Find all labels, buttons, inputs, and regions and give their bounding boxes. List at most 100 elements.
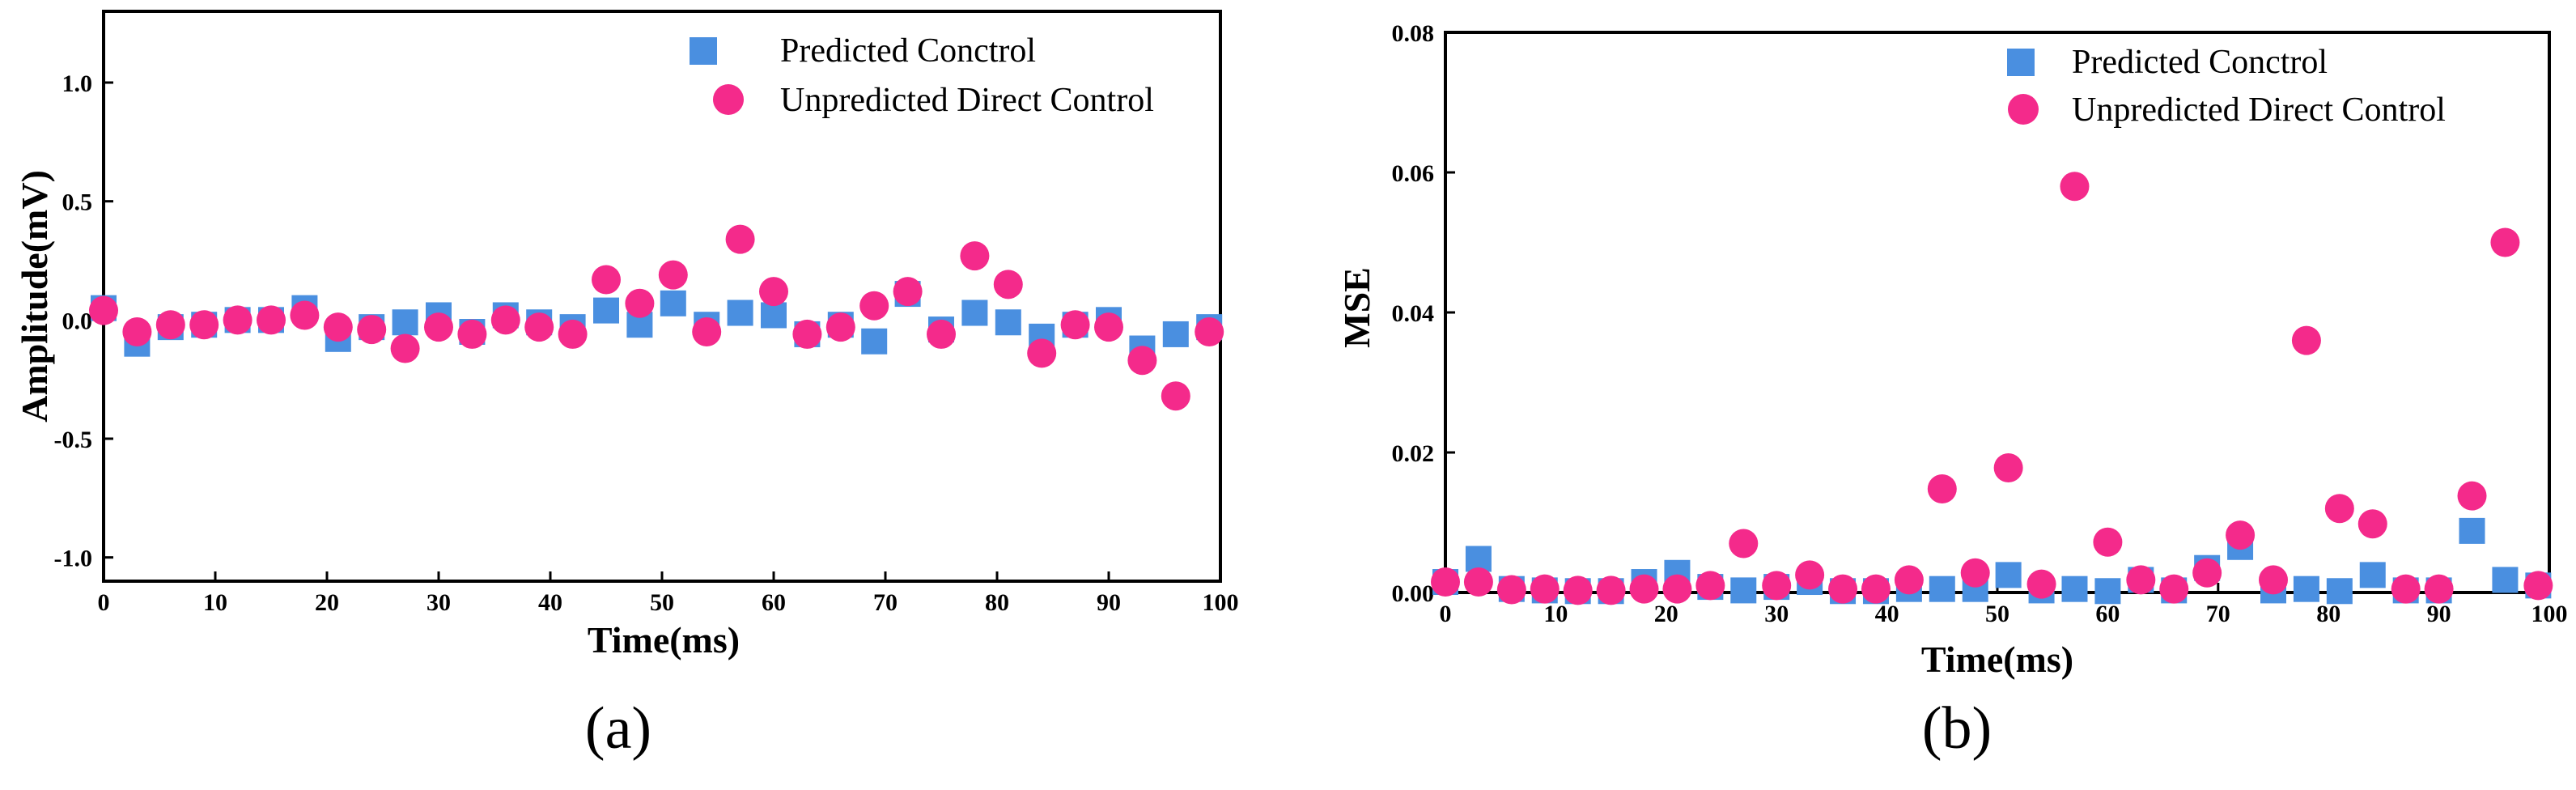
unpredicted-direct-control-point [122,317,152,346]
unpredicted-direct-control-point [1662,574,1692,604]
unpredicted-direct-control-point [927,319,956,349]
legend-marker-unpredicted-icon [2008,94,2039,125]
unpredicted-direct-control-point [490,305,520,335]
unpredicted-direct-control-point [2424,574,2454,604]
unpredicted-direct-control-point [2324,494,2354,524]
x-tick-label: 70 [873,589,898,616]
y-tick-label: 0.04 [1392,300,1435,327]
legend-label-unpredicted: Unpredicted Direct Control [2072,91,2446,129]
unpredicted-direct-control-point [357,315,387,345]
predicted-control-point [1730,577,1757,604]
unpredicted-direct-control-point [1762,571,1792,601]
panel-a-legend: Predicted Conctrol Unpredicted Direct Co… [690,32,1154,119]
legend-marker-unpredicted-icon [713,84,744,115]
unpredicted-direct-control-point [1894,565,1924,595]
predicted-control-point [1162,321,1189,347]
unpredicted-direct-control-point [792,319,822,349]
predicted-control-point [2326,578,2353,605]
predicted-control-point [2293,576,2319,602]
unpredicted-direct-control-point [89,295,118,325]
unpredicted-direct-control-point [1496,575,1526,605]
predicted-control-point [2094,578,2121,605]
unpredicted-direct-control-point [2391,574,2421,604]
x-tick-label: 50 [1985,601,2009,627]
x-tick-label: 0 [98,589,110,616]
unpredicted-direct-control-point [1431,567,1460,597]
x-tick-label: 90 [1097,589,1121,616]
x-tick-label: 20 [1654,601,1678,627]
panel-b-data-points [1431,172,2553,605]
unpredicted-direct-control-point [457,319,487,349]
x-tick-label: 30 [1764,601,1789,627]
unpredicted-direct-control-point [1828,574,1858,604]
unpredicted-direct-control-point [2457,481,2487,511]
predicted-control-point [995,309,1021,336]
x-tick-label: 60 [762,589,786,616]
legend-label-predicted: Predicted Conctrol [780,32,1036,70]
y-tick-label: -0.5 [54,427,93,453]
panel-a-y-axis-label: Amplitude(mV) [14,170,55,423]
x-tick-label: 50 [650,589,674,616]
x-tick-label: 40 [538,589,562,616]
predicted-control-point [1929,576,1955,602]
unpredicted-direct-control-point [1563,576,1593,605]
x-tick-label: 60 [2095,601,2120,627]
panel-a-chart: 0 10 20 30 40 50 60 70 80 90 100 1.0 0.5 0.0 -0.5 -1.0… [14,10,1239,660]
unpredicted-direct-control-point [2192,558,2222,588]
unpredicted-direct-control-point [1530,574,1560,604]
x-tick-label: 80 [985,589,1009,616]
unpredicted-direct-control-point [2093,527,2123,557]
predicted-control-point [660,290,686,316]
unpredicted-direct-control-point [558,319,588,349]
unpredicted-direct-control-point [1463,567,1493,597]
unpredicted-direct-control-point [625,288,655,318]
unpredicted-direct-control-point [1729,529,1759,559]
unpredicted-direct-control-point [2490,227,2520,257]
unpredicted-direct-control-point [2226,520,2256,550]
y-tick-label: 0.02 [1392,440,1435,467]
predicted-control-point [2459,517,2485,544]
x-tick-label: 10 [203,589,227,616]
panel-a-x-ticks: 0 10 20 30 40 50 60 70 80 90 100 [98,571,1239,616]
unpredicted-direct-control-point [1094,312,1123,342]
y-tick-label: -1.0 [54,546,93,572]
legend-marker-predicted-icon [690,37,717,65]
x-tick-label: 90 [2427,601,2451,627]
predicted-control-point [861,328,888,355]
predicted-control-point [1995,562,2022,588]
unpredicted-direct-control-point [1861,574,1891,604]
panel-a-x-axis-label: Time(ms) [588,619,740,660]
predicted-control-point [961,299,988,326]
panel-b-caption: (b) [1921,695,1992,762]
x-tick-label: 40 [1875,601,1899,627]
unpredicted-direct-control-point [223,305,253,335]
unpredicted-direct-control-point [1795,560,1825,590]
unpredicted-direct-control-point [2357,509,2387,539]
panel-b-y-ticks: 0.00 0.02 0.04 0.06 0.08 [1392,20,1455,607]
panel-b-chart: 0 10 20 30 40 50 60 70 80 90 100 0.000.020.040.060… [1336,20,2568,680]
unpredicted-direct-control-point [1993,453,2023,483]
unpredicted-direct-control-point [1060,310,1090,340]
predicted-control-point [2061,576,2088,602]
unpredicted-direct-control-point [1161,381,1190,411]
x-tick-label: 70 [2206,601,2230,627]
unpredicted-direct-control-point [257,305,286,335]
unpredicted-direct-control-point [960,241,990,271]
unpredicted-direct-control-point [725,224,755,254]
x-tick-label: 10 [1543,601,1568,627]
unpredicted-direct-control-point [1629,574,1659,604]
unpredicted-direct-control-point [893,277,923,307]
y-tick-label: 0.08 [1392,20,1435,47]
unpredicted-direct-control-point [658,260,688,290]
predicted-control-point [727,299,753,326]
unpredicted-direct-control-point [993,270,1023,299]
y-tick-label: 1.0 [62,70,93,97]
unpredicted-direct-control-point [1127,346,1157,376]
unpredicted-direct-control-point [2523,571,2553,601]
unpredicted-direct-control-point [1695,571,1725,601]
y-tick-label: 0.00 [1392,580,1435,607]
panel-b-y-axis-label: MSE [1336,267,1377,348]
unpredicted-direct-control-point [825,312,855,342]
unpredicted-direct-control-point [290,300,320,330]
